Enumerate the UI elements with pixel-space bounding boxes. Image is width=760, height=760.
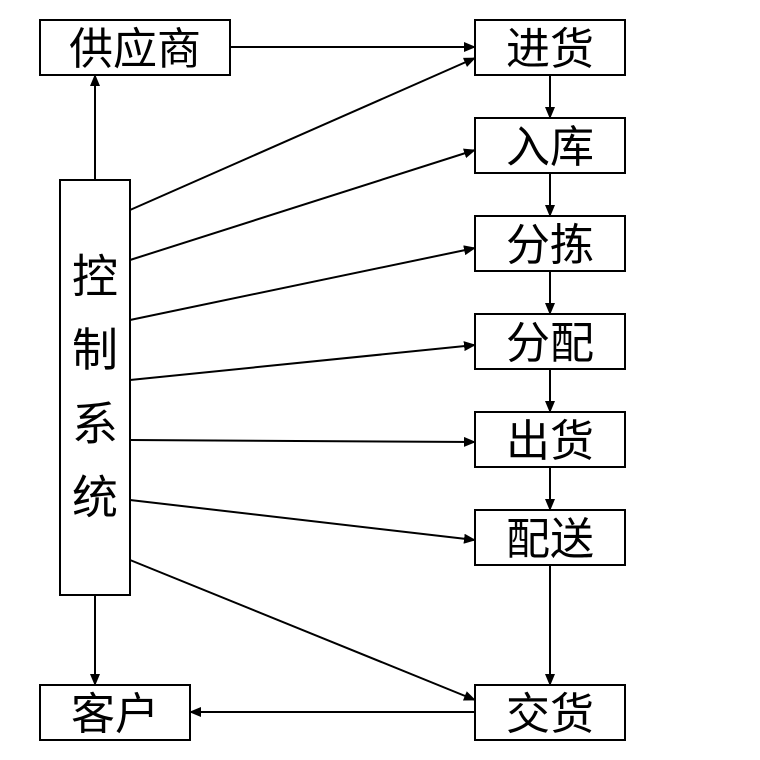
node-p5-label: 出货 (506, 417, 594, 466)
node-customer: 客户 (40, 685, 190, 740)
node-control-box (60, 180, 130, 595)
node-p7-label: 交货 (506, 690, 594, 739)
edge-control-p6 (130, 500, 475, 540)
node-p1-label: 进货 (506, 25, 594, 74)
flowchart-canvas: 供应商控制系统客户 进货入库分拣分配出货配送交货 (0, 0, 760, 760)
edge-control-p1 (130, 58, 475, 210)
node-p2-label: 入库 (506, 123, 594, 172)
node-control-label-char-2: 系 (72, 399, 118, 450)
node-control-label-char-1: 制 (72, 325, 118, 376)
node-p6: 配送 (475, 510, 625, 565)
node-p3: 分拣 (475, 216, 625, 271)
edge-control-p2 (130, 150, 475, 260)
edge-control-p3 (130, 248, 475, 320)
node-control: 控制系统 (60, 180, 130, 595)
node-control-label-char-3: 统 (72, 472, 118, 523)
edge-control-p4 (130, 345, 475, 380)
node-p6-label: 配送 (506, 515, 594, 564)
edge-control-p5 (130, 440, 475, 442)
node-p4-label: 分配 (506, 319, 594, 368)
node-p7: 交货 (475, 685, 625, 740)
node-p3-label: 分拣 (506, 221, 594, 270)
nodes-layer: 供应商控制系统客户 进货入库分拣分配出货配送交货 (40, 20, 625, 740)
node-p4: 分配 (475, 314, 625, 369)
node-p2: 入库 (475, 118, 625, 173)
node-supplier-label: 供应商 (69, 25, 201, 74)
node-p5: 出货 (475, 412, 625, 467)
node-p1: 进货 (475, 20, 625, 75)
node-supplier: 供应商 (40, 20, 230, 75)
node-customer-label: 客户 (71, 690, 159, 739)
node-control-label-char-0: 控 (72, 252, 118, 303)
edge-control-p7 (130, 560, 475, 700)
